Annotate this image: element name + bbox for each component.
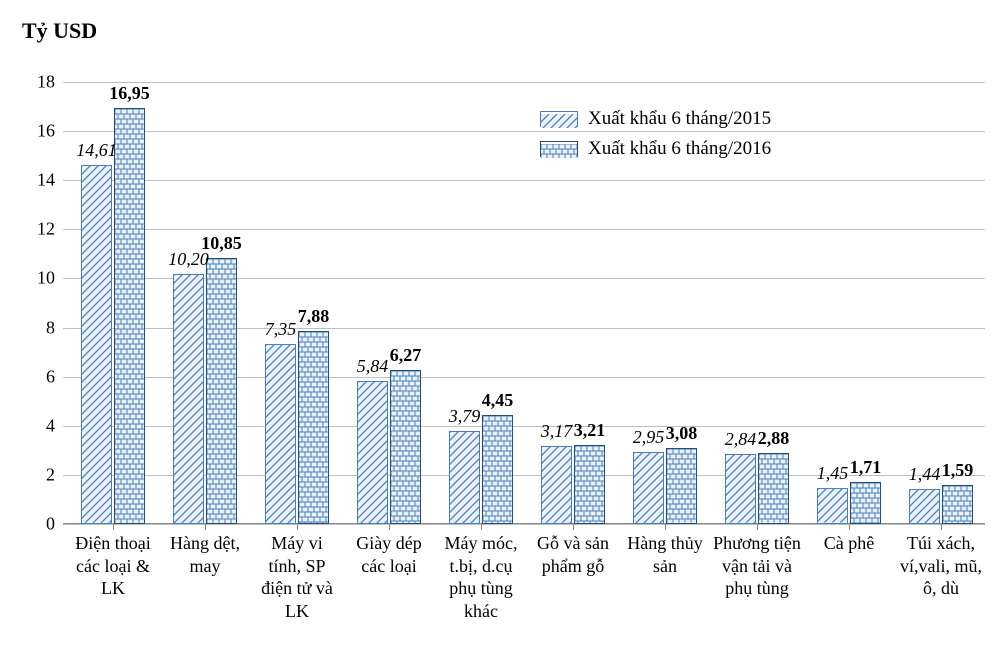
x-axis-label: Giày dép các loại [345, 524, 433, 577]
y-tick-label: 12 [37, 219, 63, 240]
value-label-2016: 1,71 [850, 457, 882, 478]
bar-series-2016 [206, 258, 237, 524]
bar-series-2015 [909, 489, 940, 524]
gridline [63, 82, 985, 83]
bar-series-2015 [449, 431, 480, 524]
bar-series-2016 [574, 445, 605, 524]
value-label-2016: 3,08 [666, 423, 698, 444]
value-label-2016: 3,21 [574, 420, 606, 441]
legend-label-2016: Xuất khẩu 6 tháng/2016 [588, 138, 771, 160]
gridline [63, 180, 985, 181]
x-axis-label: Cà phê [805, 524, 893, 555]
value-label-2015: 2,95 [633, 427, 665, 448]
x-axis-label: Túi xách, ví,vali, mũ, ô, dù [897, 524, 985, 600]
y-tick-label: 14 [37, 170, 63, 191]
y-tick-label: 16 [37, 121, 63, 142]
legend-label-2015: Xuất khẩu 6 tháng/2015 [588, 108, 771, 130]
value-label-2015: 3,17 [541, 421, 573, 442]
bar-series-2016 [298, 331, 329, 524]
legend-swatch-2016 [540, 141, 578, 157]
y-tick-label: 10 [37, 268, 63, 289]
bar-series-2016 [666, 448, 697, 524]
bar-chart: Tỷ USD 024681012141618Điện thoại các loạ… [0, 0, 1008, 645]
value-label-2016: 10,85 [201, 233, 242, 254]
bar-series-2016 [390, 370, 421, 524]
legend: Xuất khẩu 6 tháng/2015 Xuất khẩu 6 tháng… [540, 108, 771, 168]
value-label-2016: 2,88 [758, 428, 790, 449]
bar-series-2015 [357, 381, 388, 524]
bar-series-2015 [817, 488, 848, 524]
bar-series-2015 [725, 454, 756, 524]
legend-swatch-2015 [540, 111, 578, 127]
bar-series-2015 [541, 446, 572, 524]
value-label-2015: 1,44 [909, 464, 941, 485]
value-label-2015: 14,61 [76, 140, 117, 161]
value-label-2016: 7,88 [298, 306, 330, 327]
bar-series-2016 [114, 108, 145, 524]
bar-series-2015 [633, 452, 664, 524]
x-axis-label: Gỗ và sản phẩm gỗ [529, 524, 617, 577]
legend-item-2015: Xuất khẩu 6 tháng/2015 [540, 108, 771, 130]
value-label-2016: 6,27 [390, 345, 422, 366]
x-axis-label: Hàng dệt, may [161, 524, 249, 577]
value-label-2015: 2,84 [725, 429, 757, 450]
x-axis-label: Máy vi tính, SP điện tử và LK [253, 524, 341, 622]
plot-area: 024681012141618Điện thoại các loại & LK1… [63, 82, 985, 524]
bar-series-2016 [850, 482, 881, 524]
bar-series-2016 [942, 485, 973, 524]
gridline [63, 229, 985, 230]
value-label-2015: 5,84 [357, 356, 389, 377]
bar-series-2015 [265, 344, 296, 524]
bar-series-2015 [173, 274, 204, 524]
y-tick-label: 8 [46, 317, 63, 338]
legend-item-2016: Xuất khẩu 6 tháng/2016 [540, 138, 771, 160]
y-tick-label: 4 [46, 415, 63, 436]
x-axis-label: Hàng thủy sản [621, 524, 709, 577]
value-label-2016: 4,45 [482, 390, 514, 411]
y-tick-label: 2 [46, 464, 63, 485]
y-axis-title: Tỷ USD [22, 18, 97, 44]
value-label-2016: 16,95 [109, 83, 150, 104]
bar-series-2016 [482, 415, 513, 524]
bar-series-2016 [758, 453, 789, 524]
x-axis-label: Máy móc, t.bị, d.cụ phụ tùng khác [437, 524, 525, 622]
y-tick-label: 0 [46, 514, 63, 535]
y-tick-label: 18 [37, 72, 63, 93]
gridline [63, 131, 985, 132]
x-axis-label: Điện thoại các loại & LK [69, 524, 157, 600]
bar-series-2015 [81, 165, 112, 524]
y-tick-label: 6 [46, 366, 63, 387]
value-label-2015: 1,45 [817, 463, 849, 484]
value-label-2016: 1,59 [942, 460, 974, 481]
value-label-2015: 7,35 [265, 319, 297, 340]
x-axis-label: Phương tiện vận tải và phụ tùng [713, 524, 801, 600]
value-label-2015: 3,79 [449, 406, 481, 427]
